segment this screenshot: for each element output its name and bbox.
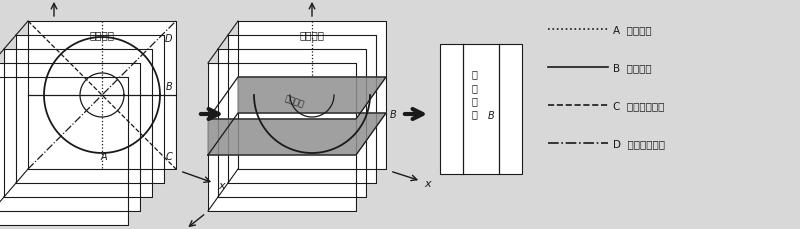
Bar bbox=[440, 45, 522, 174]
Polygon shape bbox=[228, 36, 376, 183]
Text: C: C bbox=[166, 151, 172, 161]
Text: A: A bbox=[101, 151, 107, 161]
Polygon shape bbox=[0, 78, 128, 225]
Polygon shape bbox=[218, 50, 366, 197]
Text: C  左对角线切面: C 左对角线切面 bbox=[613, 101, 664, 111]
Text: 横向视图: 横向视图 bbox=[299, 30, 325, 40]
Text: D: D bbox=[165, 34, 172, 44]
Polygon shape bbox=[208, 64, 356, 211]
Text: B  水平切面: B 水平切面 bbox=[613, 63, 652, 73]
Text: 纵
向
视
图: 纵 向 视 图 bbox=[471, 69, 478, 119]
Text: 横向视图: 横向视图 bbox=[90, 30, 114, 40]
Text: B: B bbox=[487, 111, 494, 121]
Polygon shape bbox=[208, 78, 386, 155]
Polygon shape bbox=[0, 64, 140, 211]
Text: x: x bbox=[424, 178, 430, 188]
Polygon shape bbox=[28, 22, 176, 169]
Text: B: B bbox=[166, 82, 172, 92]
Text: x: x bbox=[218, 180, 225, 190]
Polygon shape bbox=[238, 22, 386, 169]
Polygon shape bbox=[16, 36, 164, 183]
Text: A  垂直切面: A 垂直切面 bbox=[613, 25, 652, 35]
Text: D  右对角线切面: D 右对角线切面 bbox=[613, 138, 665, 148]
Text: B: B bbox=[390, 109, 397, 120]
Polygon shape bbox=[4, 50, 152, 197]
Text: 横向切面: 横向切面 bbox=[283, 94, 305, 109]
